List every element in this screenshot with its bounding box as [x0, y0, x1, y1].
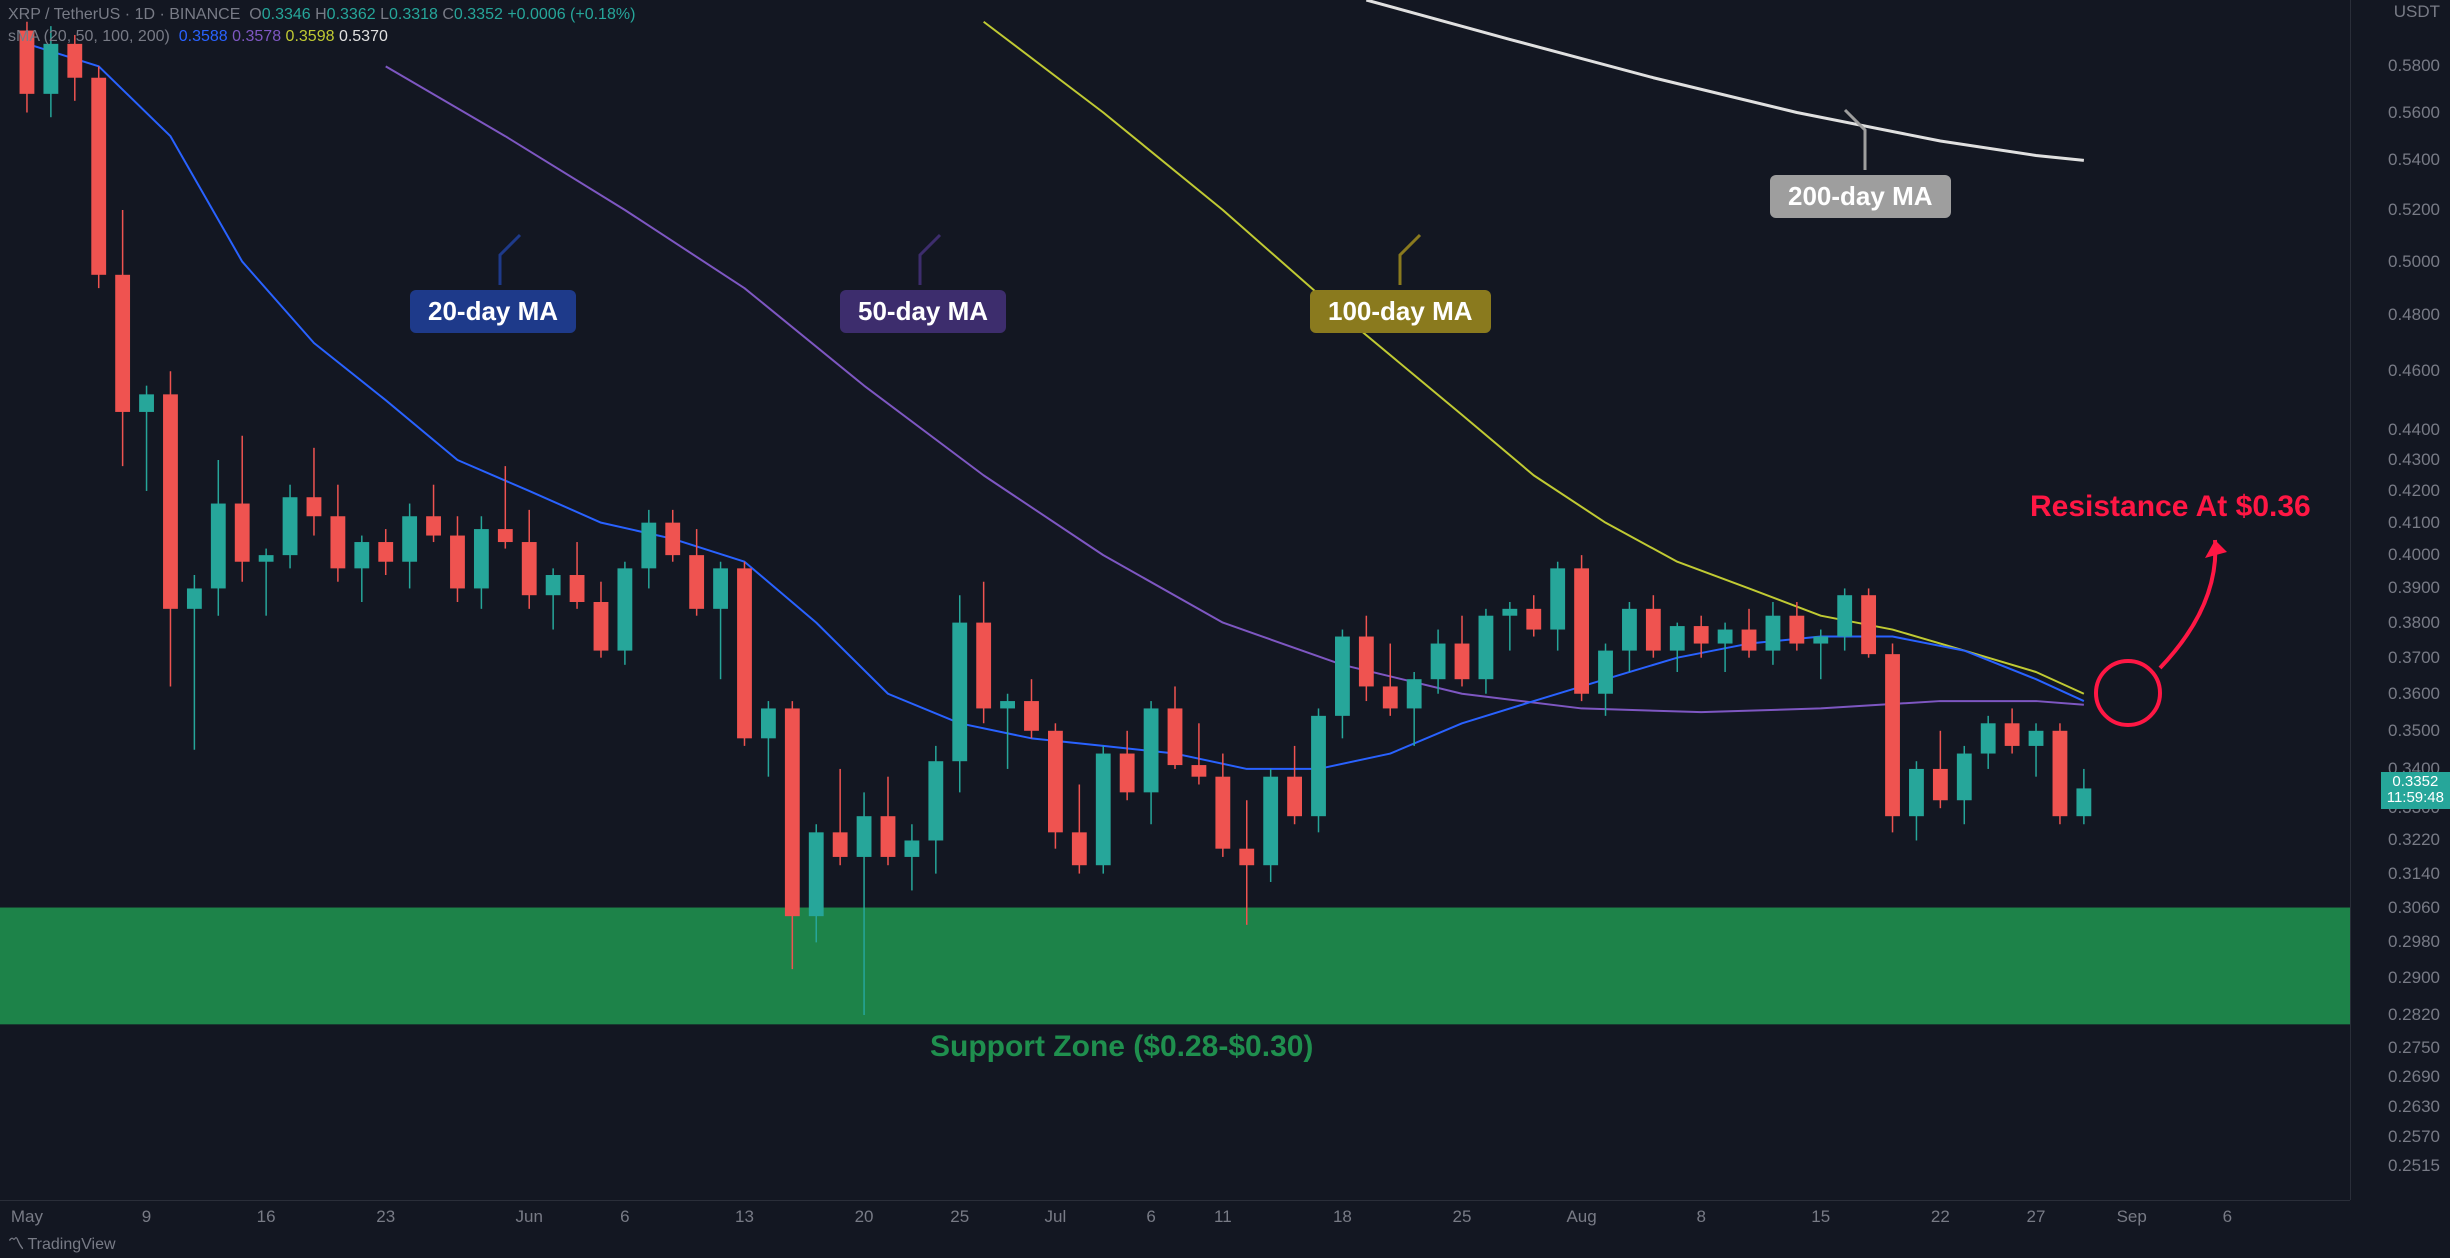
y-axis: USDT 0.2515 0.2570 0.2630 0.2690 0.2750 0.282…	[2350, 0, 2450, 1200]
x-tick: 9	[142, 1207, 151, 1227]
y-tick: 0.2980	[2388, 932, 2440, 952]
chart-plot-area[interactable]	[0, 0, 2350, 1200]
indicator-name: sMA (20, 50, 100, 200)	[8, 28, 170, 45]
y-tick: 0.4200	[2388, 481, 2440, 501]
brand-text: TradingView	[27, 1236, 115, 1253]
x-tick: 6	[620, 1207, 629, 1227]
y-tick: 0.5200	[2388, 200, 2440, 220]
x-tick: 22	[1931, 1207, 1950, 1227]
symbol-line: XRP / TetherUS · 1D · BINANCE	[8, 6, 240, 23]
y-tick: 0.3600	[2388, 684, 2440, 704]
y-tick: 0.4000	[2388, 545, 2440, 565]
price-badge-price: 0.3352	[2387, 774, 2444, 791]
y-tick: 0.5400	[2388, 150, 2440, 170]
x-tick: 27	[2027, 1207, 2046, 1227]
y-tick: 0.2750	[2388, 1038, 2440, 1058]
x-tick: 25	[950, 1207, 969, 1227]
chart-header: XRP / TetherUS · 1D · BINANCE O0.3346 H0…	[8, 4, 635, 49]
x-tick: 11	[1214, 1207, 1232, 1227]
ma50-value: 0.3578	[232, 28, 285, 45]
x-tick: 23	[376, 1207, 395, 1227]
x-tick: 18	[1333, 1207, 1352, 1227]
price-badge: 0.3352 11:59:48	[2381, 772, 2450, 809]
y-tick: 0.2690	[2388, 1067, 2440, 1087]
y-tick: 0.3220	[2388, 830, 2440, 850]
y-tick: 0.2515	[2388, 1156, 2440, 1176]
y-tick: 0.3800	[2388, 613, 2440, 633]
y-tick: 0.2570	[2388, 1127, 2440, 1147]
y-tick: 0.3060	[2388, 898, 2440, 918]
x-tick: Jun	[516, 1207, 543, 1227]
x-tick: 16	[257, 1207, 276, 1227]
label-50day-ma: 50-day MA	[840, 290, 1006, 333]
y-tick: 0.2900	[2388, 968, 2440, 988]
y-tick: 0.4400	[2388, 420, 2440, 440]
label-200day-ma: 200-day MA	[1770, 175, 1951, 218]
ohlc-change: +0.0006 (+0.18%)	[507, 6, 635, 23]
x-tick: Sep	[2117, 1207, 2147, 1227]
chart-svg	[0, 0, 2350, 1200]
label-20day-ma: 20-day MA	[410, 290, 576, 333]
label-support-zone: Support Zone ($0.28-$0.30)	[930, 1030, 1313, 1064]
ma20-value: 0.3588	[179, 28, 232, 45]
y-tick: 0.4100	[2388, 513, 2440, 533]
ohlc-high: 0.3362	[327, 6, 376, 23]
x-tick: 20	[855, 1207, 874, 1227]
y-tick: 0.5000	[2388, 252, 2440, 272]
y-tick: 0.5600	[2388, 103, 2440, 123]
y-tick: 0.3900	[2388, 578, 2440, 598]
ohlc-close: 0.3352	[454, 6, 503, 23]
currency-label: USDT	[2394, 2, 2440, 22]
ma100-value: 0.3598	[286, 28, 339, 45]
label-resistance: Resistance At $0.36	[2030, 490, 2311, 524]
x-axis: May 9 16 23 Jun 6 13 20 25 Jul 6 11 18 25 Aug 8 15 22 27 Se…	[0, 1200, 2350, 1228]
y-tick: 0.2820	[2388, 1005, 2440, 1025]
x-tick: 8	[1696, 1207, 1705, 1227]
ohlc-open: 0.3346	[262, 6, 311, 23]
x-tick: 6	[2223, 1207, 2232, 1227]
y-tick: 0.3500	[2388, 721, 2440, 741]
x-tick: May	[11, 1207, 43, 1227]
y-tick: 0.4600	[2388, 361, 2440, 381]
ma200-value: 0.5370	[339, 28, 388, 45]
label-100day-ma: 100-day MA	[1310, 290, 1491, 333]
y-tick: 0.3700	[2388, 648, 2440, 668]
x-tick: 25	[1453, 1207, 1472, 1227]
y-tick: 0.2630	[2388, 1097, 2440, 1117]
x-tick: Aug	[1566, 1207, 1596, 1227]
x-tick: 13	[735, 1207, 754, 1227]
y-tick: 0.4300	[2388, 450, 2440, 470]
ohlc-low: 0.3318	[389, 6, 438, 23]
price-badge-countdown: 11:59:48	[2387, 790, 2444, 807]
watermark: 〽 TradingView	[8, 1230, 116, 1254]
x-tick: Jul	[1045, 1207, 1067, 1227]
y-tick: 0.5800	[2388, 56, 2440, 76]
x-tick: 6	[1146, 1207, 1155, 1227]
y-tick: 0.4800	[2388, 305, 2440, 325]
y-tick: 0.3140	[2388, 864, 2440, 884]
x-tick: 15	[1811, 1207, 1830, 1227]
